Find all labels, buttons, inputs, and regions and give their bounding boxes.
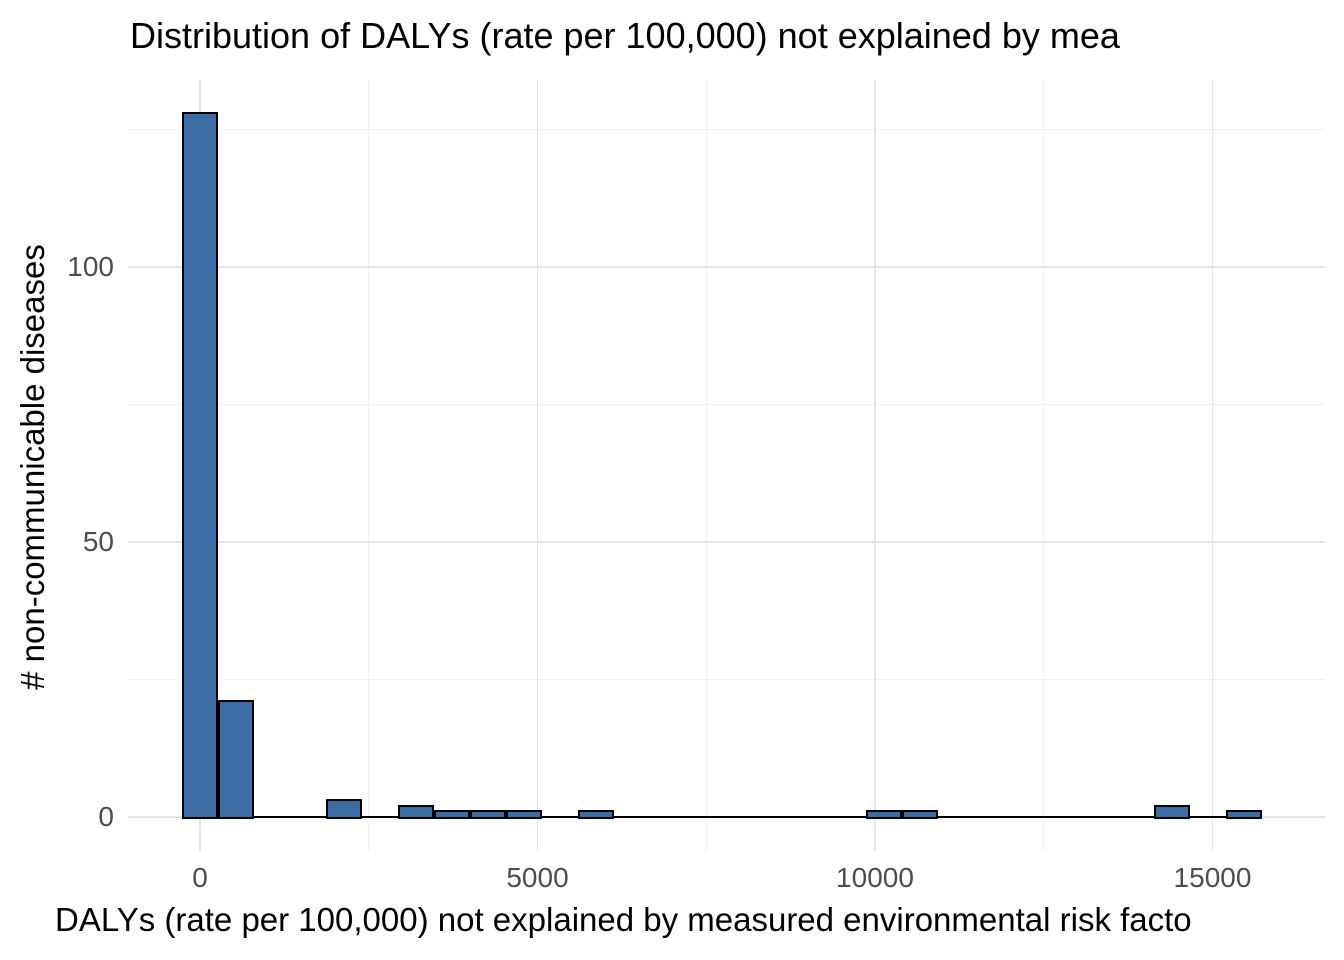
histogram-bar: [901, 810, 938, 819]
histogram-bar: [577, 810, 614, 819]
gridline-x-major: [1211, 80, 1214, 851]
gridline-y-major: [128, 266, 1325, 268]
histogram-bar: [1153, 804, 1190, 819]
y-tick-label: 0: [98, 800, 114, 832]
x-tick-label: 10000: [836, 862, 914, 893]
histogram-bar: [469, 810, 506, 819]
x-tick-label: 15000: [1173, 862, 1252, 893]
y-tick-label: 100: [67, 250, 114, 282]
histogram-bar: [1225, 810, 1262, 819]
x-tick-label: 5000: [506, 862, 569, 893]
histogram-bar: [218, 700, 254, 819]
gridline-x-minor: [368, 80, 370, 851]
gridline-y-minor: [128, 403, 1325, 406]
x-axis-title: DALYs (rate per 100,000) not explained b…: [55, 901, 1192, 938]
axis-baseline: [182, 815, 1262, 819]
gridline-y-minor: [128, 678, 1325, 680]
plot-panel: [128, 80, 1325, 851]
histogram-bar: [326, 799, 362, 819]
gridline-x-major: [874, 80, 876, 851]
gridline-x-minor: [705, 80, 707, 851]
gridline-x-major: [536, 80, 539, 851]
gridline-x-minor: [1043, 80, 1045, 851]
histogram-bar: [505, 810, 542, 819]
gridline-y-minor: [128, 128, 1325, 131]
y-axis-title: # non-communicable diseases: [14, 244, 51, 690]
gridline-y-major: [128, 541, 1325, 543]
histogram-bar: [865, 810, 902, 819]
y-tick-label: 50: [82, 525, 114, 557]
chart-title: Distribution of DALYs (rate per 100,000)…: [130, 15, 1120, 56]
histogram-bar: [433, 810, 470, 819]
histogram-bar: [182, 111, 218, 819]
x-tick-label: 0: [192, 862, 208, 893]
histogram-bar: [397, 804, 434, 819]
